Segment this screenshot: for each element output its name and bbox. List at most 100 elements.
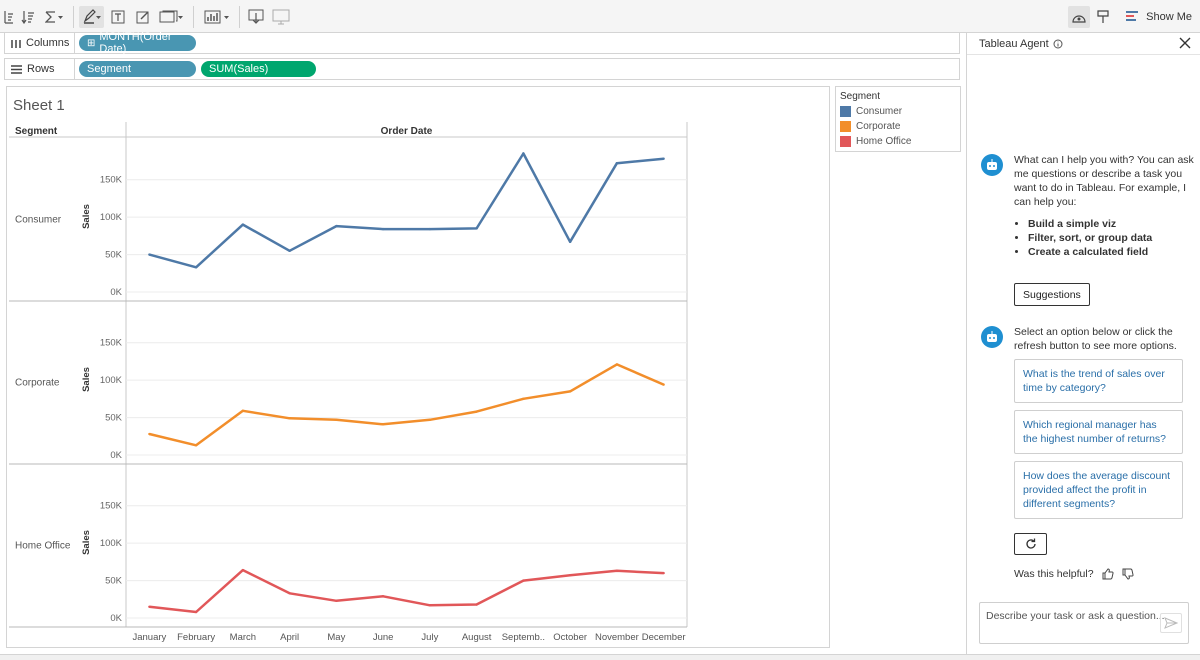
swap-icon[interactable] bbox=[2, 6, 16, 28]
show-me-button[interactable]: Show Me bbox=[1126, 8, 1192, 26]
worksheet: Sheet 1 Segment Order Date Consumer Sales 0K… bbox=[6, 86, 830, 648]
format-icon[interactable] bbox=[1094, 6, 1112, 28]
send-button[interactable] bbox=[1160, 613, 1182, 633]
pill-sum-sales[interactable]: SUM(Sales) bbox=[201, 61, 316, 77]
series-line-corporate bbox=[149, 363, 665, 447]
agent-input[interactable]: Describe your task or ask a question... bbox=[979, 602, 1189, 644]
y-axis-label: Sales bbox=[81, 204, 92, 229]
data-point bbox=[381, 423, 385, 426]
agent-select-message: Select an option below or click the refr… bbox=[1014, 326, 1177, 352]
data-point bbox=[475, 227, 478, 230]
show-me-label: Show Me bbox=[1146, 11, 1192, 23]
capability-list: Build a simple viz Filter, sort, or grou… bbox=[1028, 217, 1194, 259]
data-point bbox=[241, 409, 245, 413]
color-legend: Segment Consumer Corporate Home Office bbox=[835, 86, 961, 152]
row-header-label: Segment bbox=[15, 126, 58, 137]
y-tick-label: 0K bbox=[110, 613, 122, 624]
legend-swatch bbox=[840, 136, 851, 147]
x-tick-label: October bbox=[553, 632, 587, 643]
x-tick-label: March bbox=[230, 632, 256, 643]
data-point bbox=[381, 227, 385, 231]
data-point bbox=[148, 253, 151, 256]
presentation-icon[interactable] bbox=[270, 6, 292, 28]
data-point bbox=[662, 571, 665, 575]
thumbs-down-icon[interactable] bbox=[1122, 568, 1134, 580]
legend-item-home-office[interactable]: Home Office bbox=[840, 136, 911, 147]
data-point bbox=[615, 162, 619, 165]
columns-shelf[interactable]: Columns ⊞ MONTH(Order Date) bbox=[4, 31, 960, 55]
y-tick-label: 150K bbox=[100, 175, 123, 186]
data-point bbox=[194, 444, 198, 447]
data-point bbox=[568, 240, 572, 244]
send-icon bbox=[1164, 617, 1178, 629]
series-line-home-office bbox=[149, 568, 664, 614]
segment-label: Consumer bbox=[15, 215, 62, 226]
suggestion-option[interactable]: How does the average discount provided a… bbox=[1014, 461, 1183, 519]
data-point bbox=[428, 418, 432, 422]
columns-icon bbox=[11, 39, 21, 48]
robot-icon bbox=[987, 159, 997, 170]
rows-shelf[interactable]: Rows Segment SUM(Sales) bbox=[4, 58, 960, 80]
x-tick-label: August bbox=[462, 632, 492, 643]
data-point bbox=[148, 432, 151, 436]
data-point bbox=[335, 418, 338, 422]
agent-avatar bbox=[981, 154, 1003, 176]
data-point bbox=[522, 397, 525, 401]
sigma-icon[interactable] bbox=[44, 6, 66, 28]
data-point bbox=[662, 157, 665, 160]
data-point bbox=[475, 410, 478, 413]
x-tick-label: February bbox=[177, 632, 215, 643]
annotate-icon[interactable] bbox=[134, 6, 152, 28]
text-box-icon[interactable] bbox=[109, 6, 127, 28]
suggestion-option[interactable]: Which regional manager has the highest n… bbox=[1014, 410, 1183, 454]
data-point bbox=[148, 605, 151, 608]
refresh-icon bbox=[1025, 538, 1036, 549]
x-tick-label: Septemb.. bbox=[502, 632, 545, 643]
data-point bbox=[241, 223, 245, 226]
agent-intro-message: What can I help you with? You can ask me… bbox=[1014, 153, 1194, 259]
suggestions-button[interactable]: Suggestions bbox=[1014, 283, 1090, 306]
data-point bbox=[428, 604, 432, 607]
highlighter-icon[interactable] bbox=[79, 6, 104, 28]
line-chart: Segment Order Date Consumer Sales 0K 50K 100K 1… bbox=[9, 122, 688, 643]
legend-item-corporate[interactable]: Corporate bbox=[840, 121, 900, 132]
data-point bbox=[288, 592, 291, 595]
info-icon[interactable] bbox=[1053, 39, 1063, 49]
x-tick-label: April bbox=[280, 632, 299, 643]
x-tick-label: May bbox=[327, 632, 345, 643]
capability-item: Filter, sort, or group data bbox=[1028, 231, 1194, 245]
feedback-row: Was this helpful? bbox=[1014, 568, 1134, 580]
expand-icon[interactable]: ⊞ bbox=[87, 37, 96, 49]
pill-month-order-date[interactable]: ⊞ MONTH(Order Date) bbox=[79, 31, 196, 55]
data-point bbox=[522, 152, 525, 155]
y-tick-label: 0K bbox=[110, 450, 122, 461]
y-tick-label: 100K bbox=[100, 538, 123, 549]
y-tick-label: 100K bbox=[100, 212, 123, 223]
y-tick-label: 0K bbox=[110, 287, 122, 298]
chart-type-icon[interactable] bbox=[203, 6, 231, 28]
data-point bbox=[335, 224, 338, 228]
suggestion-option[interactable]: What is the trend of sales over time by … bbox=[1014, 359, 1183, 403]
sort-icon[interactable] bbox=[18, 6, 38, 28]
share-icon[interactable] bbox=[1068, 6, 1090, 28]
y-axis-label: Sales bbox=[81, 530, 92, 555]
show-me-icon bbox=[1126, 11, 1139, 21]
legend-title: Segment bbox=[840, 91, 881, 102]
data-point bbox=[615, 569, 619, 573]
legend-item-consumer[interactable]: Consumer bbox=[840, 106, 902, 117]
refresh-button[interactable] bbox=[1014, 533, 1047, 555]
legend-swatch bbox=[840, 121, 851, 132]
data-point bbox=[662, 383, 665, 386]
rows-shelf-label: Rows bbox=[5, 59, 75, 79]
data-point bbox=[381, 595, 385, 598]
sheet-title: Sheet 1 bbox=[13, 97, 65, 114]
close-icon[interactable] bbox=[1179, 37, 1191, 49]
pill-segment[interactable]: Segment bbox=[79, 61, 196, 77]
agent-header: Tableau Agent bbox=[967, 33, 1200, 55]
thumbs-up-icon[interactable] bbox=[1102, 568, 1114, 580]
x-tick-label: December bbox=[642, 632, 686, 643]
data-point bbox=[475, 603, 478, 606]
data-point bbox=[194, 610, 198, 614]
fit-icon[interactable] bbox=[158, 6, 184, 28]
download-icon[interactable] bbox=[247, 6, 265, 28]
